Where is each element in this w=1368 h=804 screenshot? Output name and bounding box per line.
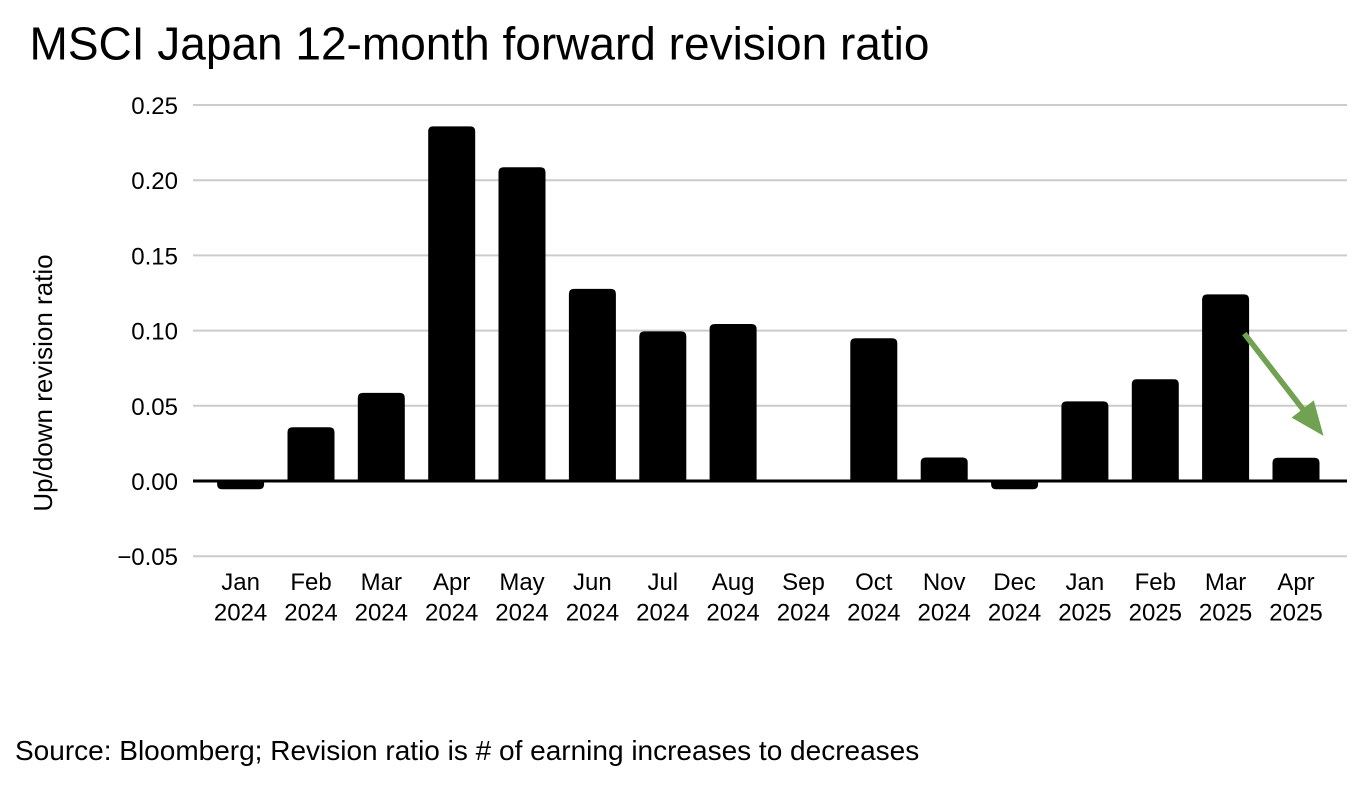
- svg-text:2024: 2024: [777, 600, 830, 627]
- svg-text:0.20: 0.20: [131, 168, 178, 195]
- svg-text:2025: 2025: [1129, 600, 1182, 627]
- svg-text:2024: 2024: [918, 600, 971, 627]
- svg-text:2024: 2024: [566, 600, 619, 627]
- svg-text:2024: 2024: [847, 600, 900, 627]
- svg-text:Up/down revision ratio: Up/down revision ratio: [28, 254, 58, 511]
- svg-text:Dec: Dec: [993, 569, 1036, 596]
- svg-text:−0.05: −0.05: [117, 544, 178, 571]
- svg-text:Mar: Mar: [361, 569, 402, 596]
- svg-text:2024: 2024: [636, 600, 689, 627]
- svg-text:0.25: 0.25: [131, 93, 178, 120]
- svg-text:Sep: Sep: [782, 569, 825, 596]
- svg-text:2024: 2024: [495, 600, 548, 627]
- svg-text:Jan: Jan: [1066, 569, 1105, 596]
- svg-text:0.00: 0.00: [131, 469, 178, 496]
- svg-text:2025: 2025: [1058, 600, 1111, 627]
- svg-text:Oct: Oct: [855, 569, 893, 596]
- svg-text:Source: Bloomberg; Revision ra: Source: Bloomberg; Revision ratio is # o…: [15, 735, 919, 766]
- svg-text:2024: 2024: [706, 600, 759, 627]
- svg-text:Apr: Apr: [433, 569, 470, 596]
- svg-text:2025: 2025: [1269, 600, 1322, 627]
- svg-text:Jun: Jun: [573, 569, 612, 596]
- svg-text:Feb: Feb: [290, 569, 331, 596]
- svg-text:MSCI Japan 12-month forward re: MSCI Japan 12-month forward revision rat…: [30, 18, 930, 70]
- svg-text:Jan: Jan: [221, 569, 260, 596]
- svg-text:Aug: Aug: [712, 569, 755, 596]
- svg-text:Feb: Feb: [1135, 569, 1176, 596]
- svg-text:Nov: Nov: [923, 569, 966, 596]
- svg-text:Mar: Mar: [1205, 569, 1246, 596]
- svg-text:2024: 2024: [214, 600, 267, 627]
- svg-text:Apr: Apr: [1277, 569, 1314, 596]
- svg-text:Jul: Jul: [647, 569, 678, 596]
- svg-text:May: May: [499, 569, 544, 596]
- svg-text:2024: 2024: [988, 600, 1041, 627]
- svg-text:2024: 2024: [355, 600, 408, 627]
- svg-text:2024: 2024: [284, 600, 337, 627]
- svg-text:2025: 2025: [1199, 600, 1252, 627]
- svg-text:0.05: 0.05: [131, 394, 178, 421]
- svg-text:0.10: 0.10: [131, 319, 178, 346]
- svg-text:2024: 2024: [425, 600, 478, 627]
- svg-text:0.15: 0.15: [131, 243, 178, 270]
